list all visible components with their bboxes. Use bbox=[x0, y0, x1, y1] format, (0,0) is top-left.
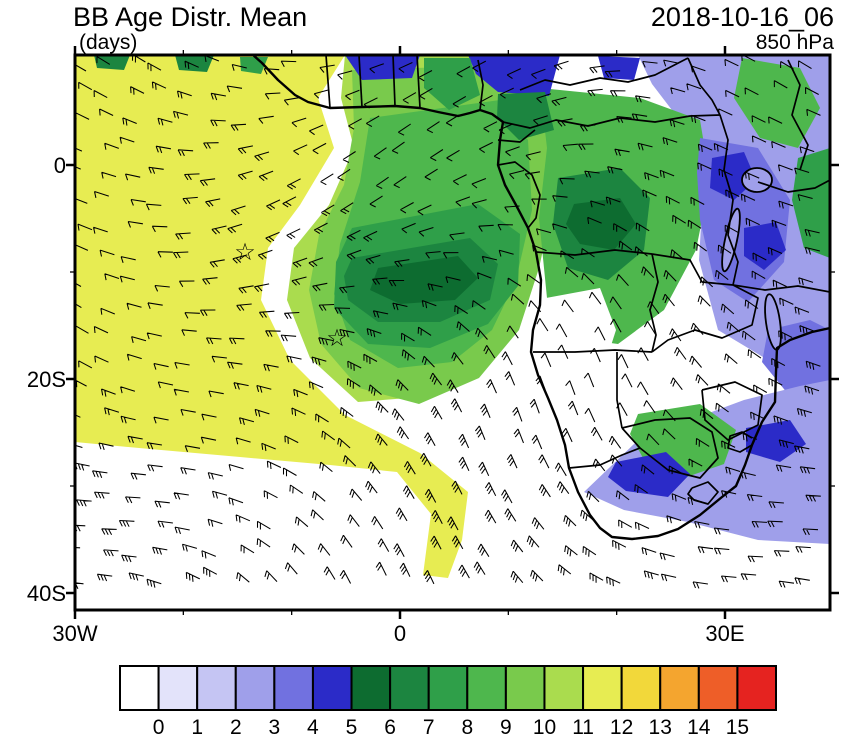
colorbar-cell bbox=[311, 665, 353, 711]
contour-region bbox=[424, 58, 480, 110]
country-border bbox=[701, 381, 763, 441]
country-border bbox=[477, 59, 484, 111]
lake bbox=[741, 167, 773, 193]
colorbar-cell bbox=[659, 665, 700, 711]
country-border bbox=[325, 55, 331, 109]
plot-level: 850 hPa bbox=[755, 31, 834, 54]
lake bbox=[721, 207, 741, 273]
colorbar-tick-label: 11 bbox=[572, 716, 594, 739]
country-border bbox=[568, 447, 641, 469]
colorbar-tick-label: 12 bbox=[610, 716, 633, 739]
colorbar-cell bbox=[543, 665, 585, 711]
colorbar-tick-label: 14 bbox=[687, 716, 711, 739]
colorbar-tick-label: 6 bbox=[384, 716, 396, 739]
country-border bbox=[687, 481, 719, 505]
country-border bbox=[732, 284, 830, 293]
contour-region bbox=[566, 198, 636, 250]
country-border bbox=[687, 57, 721, 116]
colorbar-cell bbox=[582, 665, 623, 711]
contour-region bbox=[94, 55, 130, 70]
contour-region bbox=[345, 55, 420, 80]
map-field bbox=[75, 55, 830, 590]
contour-region bbox=[370, 256, 478, 304]
x-tick-label: 30W bbox=[52, 621, 97, 646]
contour-region bbox=[175, 55, 214, 72]
contour-region bbox=[468, 55, 560, 96]
country-border bbox=[358, 55, 363, 108]
country-border bbox=[727, 431, 753, 453]
plot-units-label: (days) bbox=[79, 31, 138, 54]
y-tick-label: 0 bbox=[54, 153, 66, 178]
colorbar-cell bbox=[157, 665, 199, 711]
country-border bbox=[651, 284, 759, 353]
country-border bbox=[651, 253, 734, 286]
contour-region bbox=[744, 222, 786, 270]
country-border bbox=[757, 179, 830, 193]
contour-region bbox=[598, 56, 640, 80]
colorbar-tick-label: 13 bbox=[649, 716, 672, 739]
colorbar-tick-label: 15 bbox=[726, 716, 749, 739]
contour-region bbox=[710, 152, 756, 200]
x-tick-label: 30E bbox=[705, 621, 744, 646]
contour-region bbox=[538, 288, 616, 380]
plot-frame bbox=[73, 53, 832, 612]
country-border bbox=[621, 417, 719, 479]
colorbar-tick-label: 10 bbox=[533, 716, 556, 739]
y-tick-label: 40S bbox=[27, 581, 66, 606]
contour-region bbox=[608, 344, 664, 400]
country-border bbox=[502, 114, 721, 129]
colorbar-cell bbox=[504, 665, 546, 711]
colorbar-tick-label: 4 bbox=[307, 716, 319, 739]
colorbar-cell bbox=[273, 665, 314, 711]
colorbar-tick-label: 0 bbox=[153, 716, 165, 739]
contour-region bbox=[608, 452, 690, 497]
colorbar-cell bbox=[427, 665, 469, 711]
country-border bbox=[787, 59, 809, 171]
colorbar-cell bbox=[620, 665, 662, 711]
colorbar-tick-label: 8 bbox=[461, 716, 473, 739]
y-tick-label: 20S bbox=[27, 367, 66, 392]
country-border bbox=[616, 352, 623, 429]
country-border bbox=[497, 161, 541, 229]
colorbar-cell bbox=[736, 665, 777, 711]
country-border bbox=[649, 253, 659, 353]
colorbar-tick-label: 5 bbox=[346, 716, 358, 739]
contour-region bbox=[75, 55, 468, 578]
colorbar-cell bbox=[389, 665, 430, 711]
plot-datetime: 2018-10-16_06 bbox=[650, 2, 834, 32]
colorbar-tick-label: 9 bbox=[500, 716, 512, 739]
star-marker: ☆ bbox=[326, 325, 348, 352]
country-border bbox=[416, 55, 421, 109]
colorbar-cell bbox=[350, 665, 392, 711]
contour-region bbox=[792, 148, 830, 258]
country-border bbox=[519, 57, 689, 91]
country-border bbox=[533, 349, 653, 353]
colorbar-cell bbox=[466, 665, 507, 711]
wind-barbs bbox=[75, 55, 821, 590]
colorbar-cell bbox=[697, 665, 739, 711]
colorbar-tick-label: 1 bbox=[191, 716, 203, 739]
country-border bbox=[719, 114, 739, 286]
country-border bbox=[497, 129, 536, 143]
x-tick-label: 0 bbox=[394, 621, 406, 646]
colorbar-cell bbox=[196, 665, 237, 711]
plot-title: BB Age Distr. Mean bbox=[73, 2, 308, 32]
country-border bbox=[392, 55, 396, 107]
colorbar-tick-label: 7 bbox=[423, 716, 435, 739]
country-border bbox=[535, 249, 653, 256]
contour-region bbox=[746, 420, 806, 462]
colorbar-cell bbox=[119, 665, 160, 711]
star-marker: ☆ bbox=[234, 239, 256, 266]
colorbar-cell bbox=[234, 665, 276, 711]
colorbar-tick-label: 3 bbox=[269, 716, 281, 739]
contour-region bbox=[497, 92, 554, 140]
colorbar-tick-label: 2 bbox=[230, 716, 242, 739]
